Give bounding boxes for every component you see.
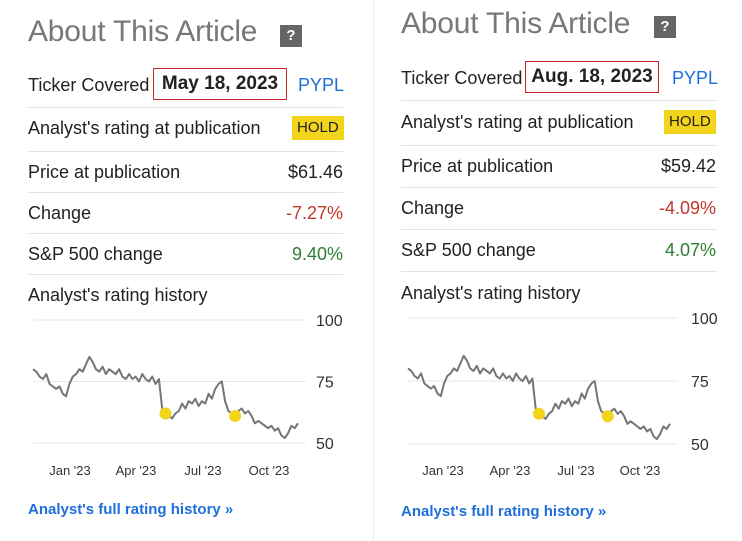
about-article-panel-right: About This Article ? Ticker Covered Aug.…: [374, 0, 742, 541]
price-value: $61.46: [287, 162, 343, 182]
ticker-covered-label: Ticker Covered: [28, 75, 150, 95]
change-label: Change: [401, 198, 465, 218]
rating-history-chart: 100 75 50 Jan '23 Apr '23 Jul '23 Oct '23: [407, 311, 718, 478]
rating-marker: [229, 409, 242, 422]
row-divider: [28, 274, 343, 275]
rating-marker: [533, 407, 545, 420]
y-tick-label: 75: [316, 375, 334, 392]
ticker-link[interactable]: PYPL: [672, 68, 719, 88]
x-tick-label: Oct '23: [620, 463, 661, 478]
row-divider: [28, 233, 343, 234]
rating-history-chart: 100 75 50 Jan '23 Apr '23 Jul '23 Oct '23: [32, 313, 343, 478]
help-icon[interactable]: ?: [654, 16, 676, 38]
y-tick-label: 100: [691, 311, 718, 328]
full-rating-history-link[interactable]: Analyst's full rating history »: [401, 503, 607, 520]
row-divider: [401, 271, 717, 272]
x-tick-label: Jul '23: [557, 463, 594, 478]
rating-marker: [601, 410, 614, 423]
row-divider: [401, 229, 717, 230]
help-icon[interactable]: ?: [280, 25, 302, 47]
ticker-covered-label: Ticker Covered: [401, 68, 523, 88]
rating-marker: [159, 407, 172, 420]
row-divider: [401, 100, 717, 101]
panel-title: About This Article: [28, 15, 258, 48]
ticker-link[interactable]: PYPL: [298, 75, 345, 95]
about-article-panel-left: About This Article ? Ticker Covered May …: [28, 15, 345, 518]
y-tick-label: 50: [316, 436, 334, 453]
x-tick-label: Jan '23: [49, 463, 91, 478]
row-divider: [401, 187, 717, 188]
rating-history-label: Analyst's rating history: [401, 283, 581, 303]
rating-history-line: [407, 354, 671, 440]
y-tick-label: 100: [316, 313, 343, 330]
change-value: -7.27%: [285, 203, 343, 223]
x-tick-label: Oct '23: [249, 463, 290, 478]
rating-at-publication-label: Analyst's rating at publication: [28, 118, 261, 138]
price-value: $59.42: [660, 156, 716, 176]
rating-history-line: [32, 355, 299, 440]
full-rating-history-link[interactable]: Analyst's full rating history »: [28, 501, 234, 518]
rating-badge: HOLD: [292, 116, 344, 140]
row-divider: [401, 145, 717, 146]
x-tick-label: Apr '23: [116, 463, 157, 478]
row-divider: [28, 192, 343, 193]
rating-at-publication-label: Analyst's rating at publication: [401, 112, 634, 132]
panel-divider: [373, 0, 374, 541]
x-tick-label: Apr '23: [490, 463, 531, 478]
row-divider: [28, 107, 343, 108]
sp500-change-label: S&P 500 change: [28, 244, 163, 264]
publication-date-highlight: Aug. 18, 2023: [525, 61, 659, 93]
y-tick-label: 75: [691, 374, 709, 391]
change-label: Change: [28, 203, 92, 223]
row-divider: [28, 151, 343, 152]
x-tick-label: Jul '23: [184, 463, 221, 478]
change-value: -4.09%: [658, 198, 716, 218]
x-tick-label: Jan '23: [422, 463, 464, 478]
sp500-change-value: 9.40%: [291, 244, 343, 264]
sp500-change-value: 4.07%: [664, 240, 716, 260]
panel-title: About This Article: [401, 7, 631, 40]
y-tick-label: 50: [691, 437, 709, 454]
price-at-publication-label: Price at publication: [401, 156, 554, 176]
price-at-publication-label: Price at publication: [28, 162, 181, 182]
rating-history-label: Analyst's rating history: [28, 285, 208, 305]
publication-date-highlight: May 18, 2023: [153, 68, 287, 100]
sp500-change-label: S&P 500 change: [401, 240, 536, 260]
rating-badge: HOLD: [664, 110, 716, 134]
